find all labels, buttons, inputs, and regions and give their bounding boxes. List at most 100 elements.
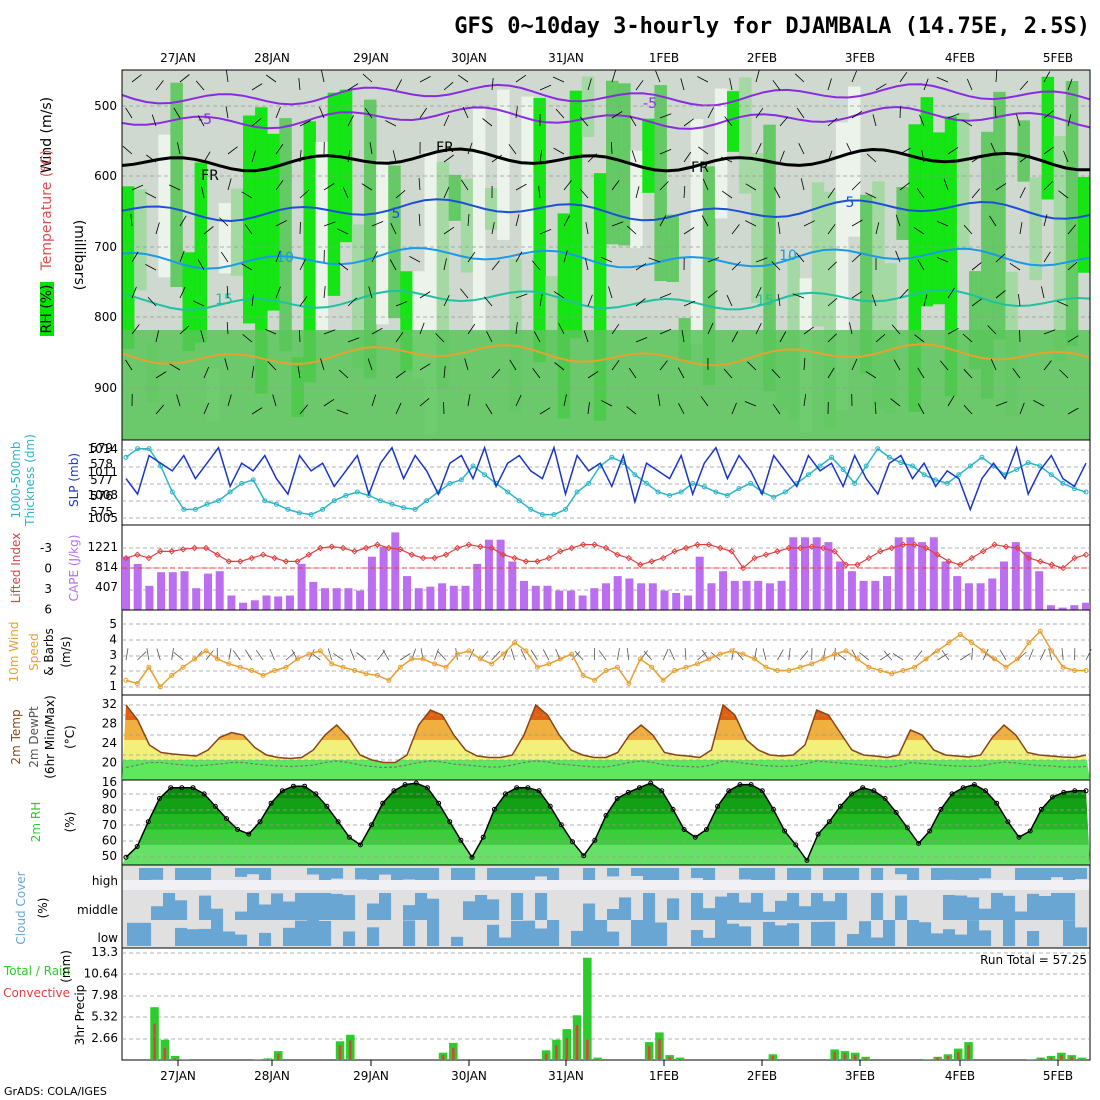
wind-barb	[409, 256, 421, 263]
data-point	[123, 854, 129, 860]
wind-barb	[875, 83, 887, 91]
data-point	[546, 661, 552, 667]
li-point	[465, 541, 473, 548]
date-label-bottom: 1FEB	[649, 1069, 679, 1083]
li-point	[557, 548, 564, 555]
wind-panel: 5 43 21	[109, 609, 1092, 696]
rh-band	[618, 83, 631, 246]
wind-barb	[851, 253, 862, 263]
ylabel-wind-speed: Speed	[27, 633, 41, 671]
wind-barb	[1019, 154, 1030, 163]
cloud-bar	[379, 893, 392, 920]
cape-bar	[730, 580, 739, 610]
cloud-bar	[955, 895, 968, 920]
wind-barb	[827, 150, 833, 163]
cloud-bar	[487, 924, 500, 946]
data-point	[681, 827, 687, 832]
data-point	[302, 783, 308, 789]
ylabel-thickness-2: Thickness (dm)	[23, 434, 37, 527]
wind-barb	[1033, 400, 1045, 407]
wind-barb	[484, 296, 493, 307]
data-point	[470, 463, 476, 469]
wind-barb	[275, 106, 281, 119]
precip-tick: 5.32	[91, 1010, 118, 1024]
cloud-bar	[1027, 931, 1040, 946]
data-point	[401, 505, 407, 511]
wind-barb	[947, 113, 960, 119]
li-point	[225, 558, 233, 565]
wind-barb	[626, 225, 637, 235]
contour-line	[121, 246, 1091, 270]
wind-barb	[411, 648, 416, 661]
rh-band	[448, 174, 462, 221]
wind-barb	[131, 286, 137, 299]
wind-barb	[779, 150, 785, 163]
cape-bar	[496, 539, 505, 610]
wind-barb	[419, 291, 431, 299]
wind-barb	[145, 264, 157, 271]
li-point	[511, 554, 518, 562]
data-point	[1049, 648, 1055, 654]
data-point	[458, 477, 464, 483]
wind-barb	[241, 191, 253, 199]
wind-barb	[155, 222, 160, 235]
wind-barb	[585, 222, 589, 235]
cloud-bar	[715, 896, 728, 920]
cloud-bar	[943, 868, 956, 880]
rh-band	[339, 89, 353, 243]
wind-barb	[299, 404, 309, 415]
data-point	[1038, 806, 1044, 812]
wind-barb	[203, 151, 211, 163]
wind-barb	[336, 409, 349, 415]
cape-bar	[1035, 571, 1044, 610]
cloud-bar	[247, 868, 260, 875]
data-point	[752, 656, 758, 662]
wind-barb	[171, 648, 174, 661]
data-point	[863, 463, 869, 469]
wind-barb	[587, 294, 593, 307]
cloud-bar	[787, 923, 800, 946]
cloud-bar	[259, 868, 272, 883]
cape-bar	[461, 585, 470, 610]
wind-barb	[382, 649, 390, 661]
li-point	[922, 544, 930, 552]
wind-barb	[866, 153, 877, 163]
wind-barb	[579, 188, 589, 199]
wind-barb	[419, 363, 431, 371]
precip-conv-bar	[452, 1047, 455, 1060]
precip-conv-bar	[843, 1053, 847, 1060]
wind-barb	[875, 222, 880, 235]
ylabel-temp: 2m Temp	[9, 709, 23, 764]
cloud-bar	[643, 893, 656, 920]
wind-barb	[323, 221, 336, 227]
precip-conv-bar	[349, 1040, 352, 1060]
rh-band	[460, 178, 474, 273]
wind-barb	[895, 250, 901, 263]
li-point	[854, 561, 861, 568]
wind-barb	[255, 649, 264, 661]
wind-barb	[193, 300, 205, 307]
wind-barb	[176, 394, 181, 407]
cloud-bar	[427, 920, 440, 946]
cloud-bar	[499, 937, 512, 946]
data-point	[1072, 788, 1078, 794]
cape-bar	[297, 563, 306, 610]
data-point	[692, 834, 698, 840]
data-point	[849, 791, 855, 797]
wind-barb	[745, 220, 757, 227]
data-point	[1037, 628, 1043, 634]
wind-barb	[987, 325, 997, 335]
wind-barb	[880, 652, 891, 661]
data-point	[505, 489, 511, 495]
li-point	[362, 544, 370, 552]
cloud-bar	[415, 893, 428, 920]
wind-barb	[700, 396, 709, 407]
wind-barb	[982, 648, 989, 661]
temp-tick: 28	[102, 717, 117, 731]
ylabel-thickness-1: 1000-500mb	[9, 441, 23, 518]
cape-bar	[742, 580, 751, 610]
li-point	[614, 551, 621, 558]
rh-band	[218, 203, 232, 274]
li-point	[248, 554, 255, 562]
wind-barb	[173, 652, 184, 661]
